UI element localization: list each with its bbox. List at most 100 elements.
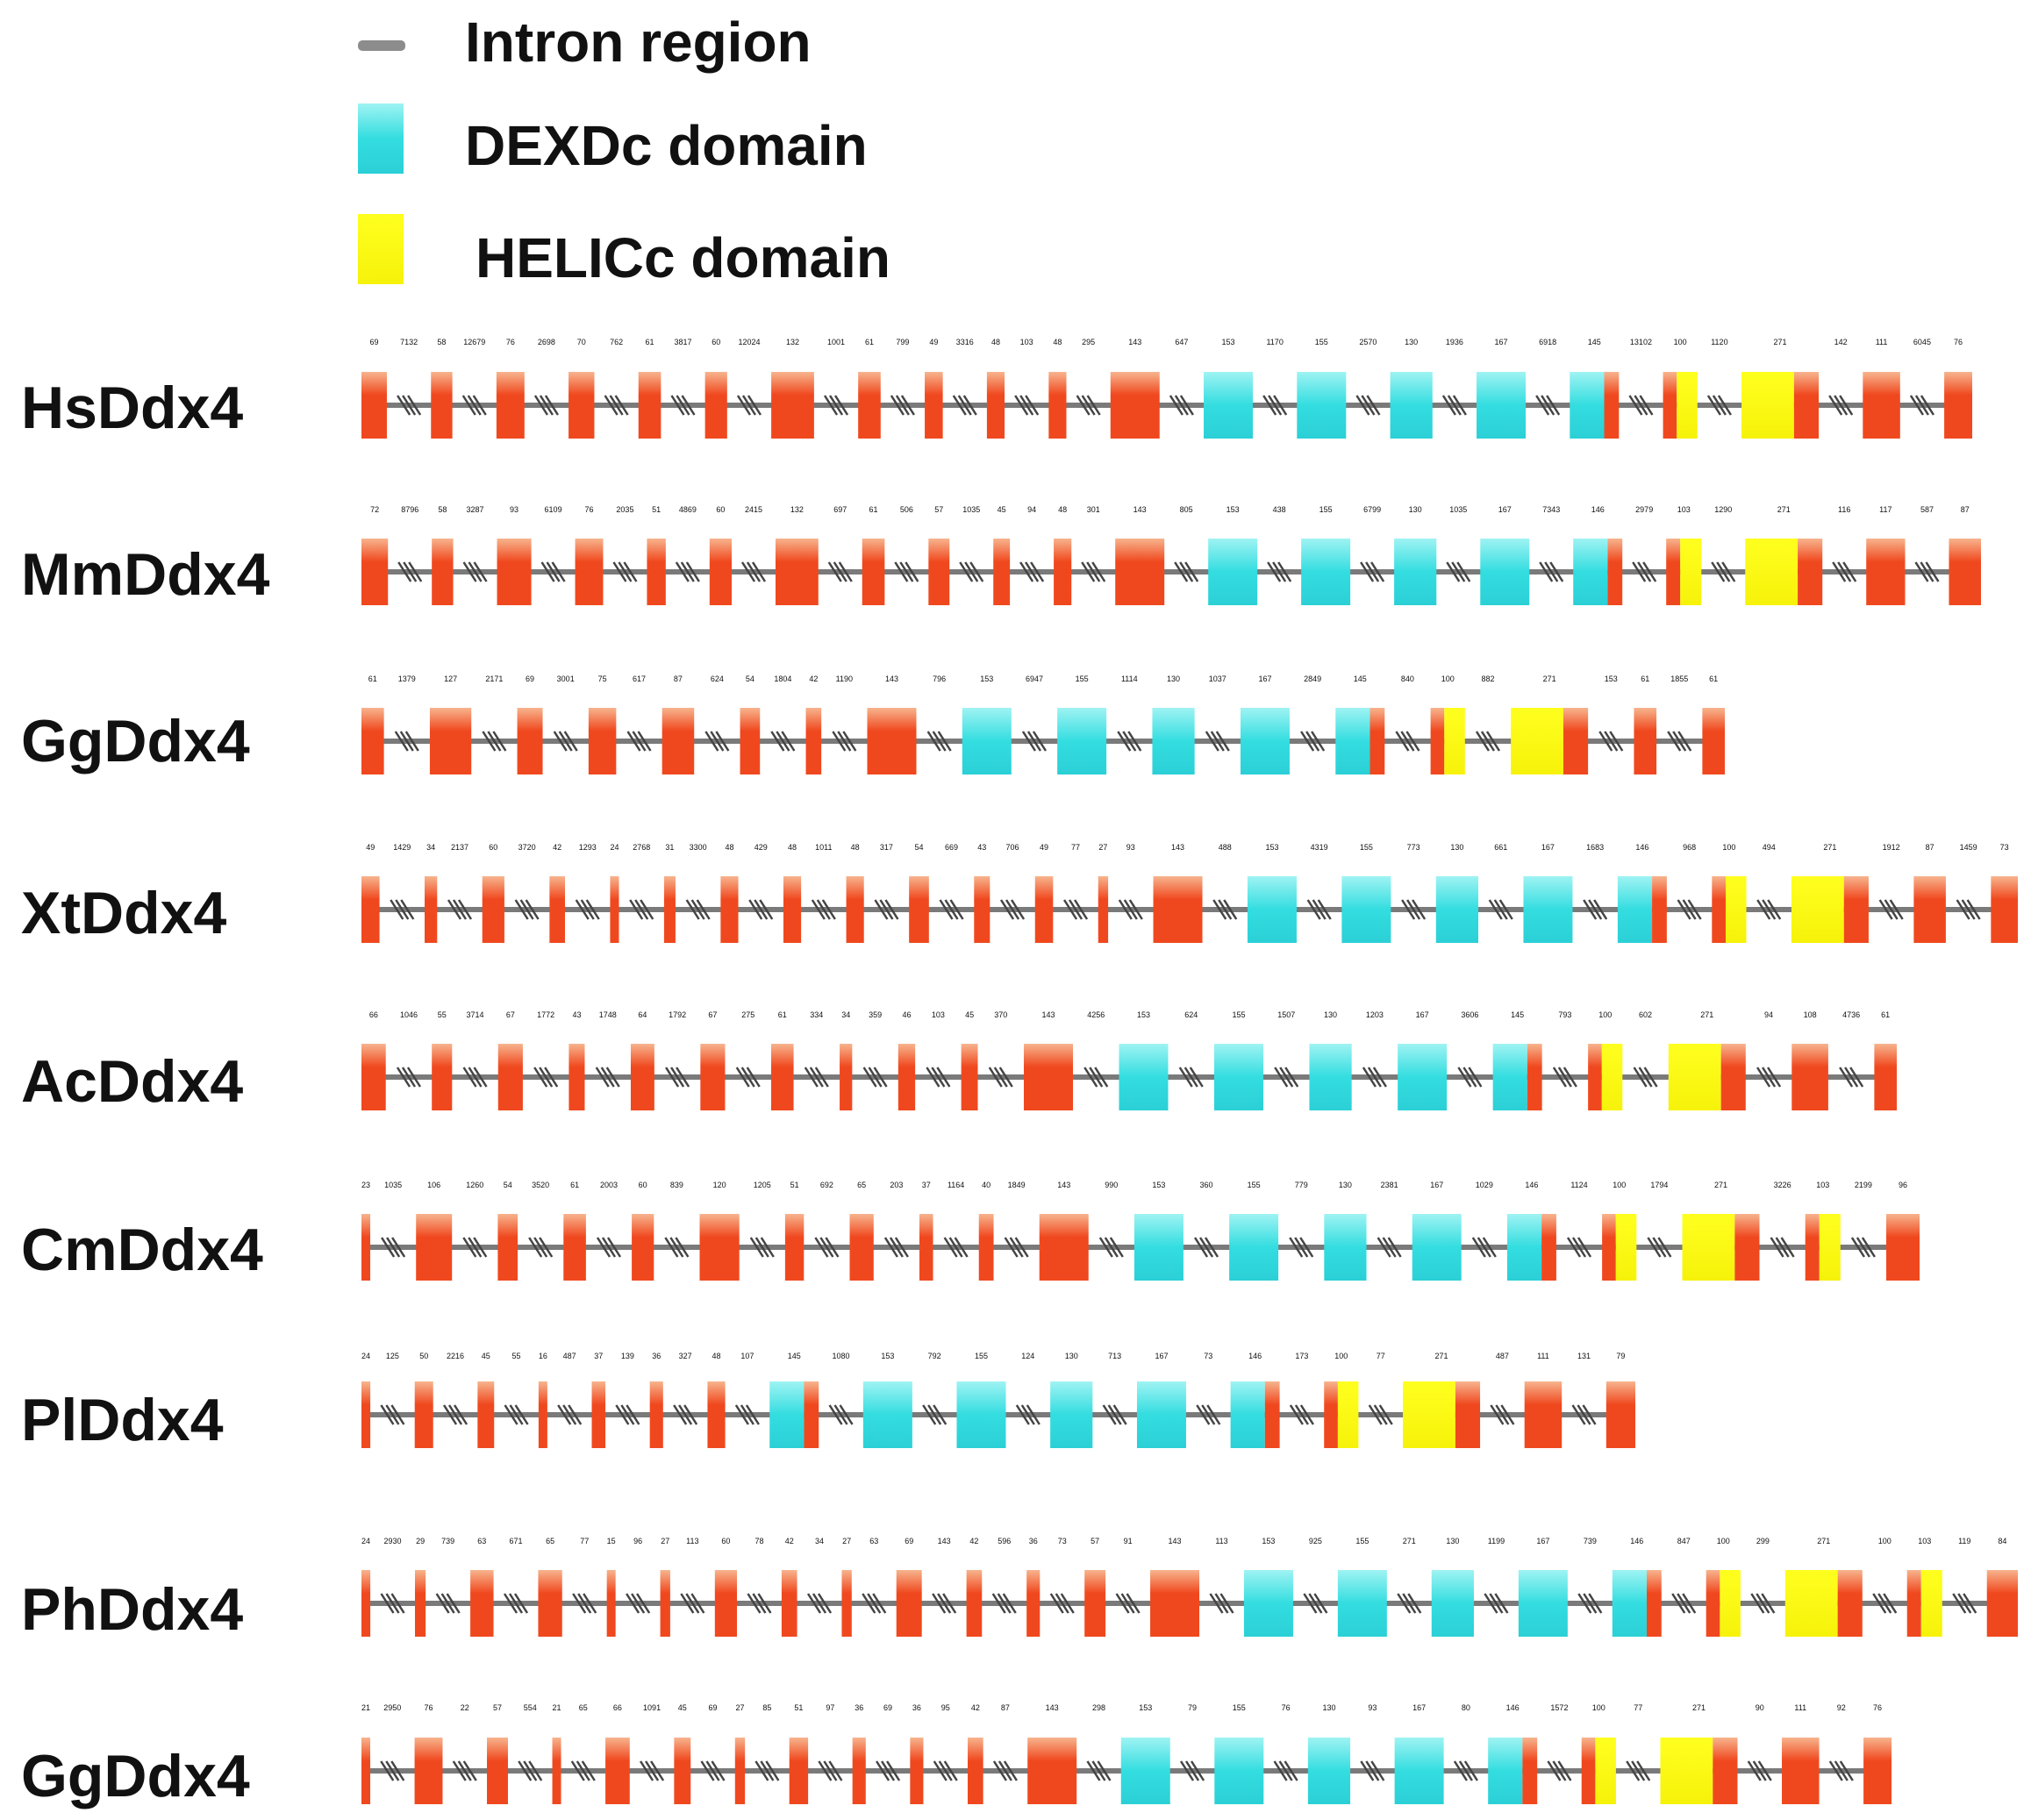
legend-intron: Intron region bbox=[358, 11, 812, 74]
intron-break-mark bbox=[401, 1067, 417, 1088]
intron-break-mark bbox=[408, 561, 423, 582]
intron-length-label: 624 bbox=[711, 674, 724, 683]
exon bbox=[487, 1738, 508, 1804]
intron-break-mark bbox=[1878, 899, 1893, 920]
intron-break-mark bbox=[1267, 561, 1282, 582]
intron-break-mark bbox=[1557, 1760, 1572, 1781]
intron-break-mark bbox=[1834, 1760, 1849, 1781]
exon-part bbox=[1602, 1214, 1616, 1281]
exon bbox=[849, 1214, 874, 1281]
exon-length-label: 27 bbox=[1098, 843, 1107, 852]
exon bbox=[361, 1738, 370, 1804]
intron-break-mark bbox=[1091, 1760, 1106, 1781]
intron-break-mark bbox=[842, 731, 857, 752]
intron-break-mark bbox=[1020, 1404, 1035, 1425]
gene-track-cmddx4: 23 1035 106 1260 54 3520 61 2003 60 839 120 1205 51 6… bbox=[361, 1181, 1920, 1281]
intron-break-mark bbox=[1634, 395, 1648, 416]
gene-track-phddx4: 24 2930 29 739 63 671 65 77 15 96 27 113 60 78 42 34 27 6… bbox=[361, 1537, 2018, 1637]
intron-break-mark bbox=[533, 1237, 548, 1258]
exon bbox=[968, 1738, 983, 1804]
intron-break-mark bbox=[386, 1237, 401, 1258]
exon-length-label: 69 bbox=[905, 1537, 913, 1545]
intron-length-label: 7132 bbox=[400, 338, 418, 346]
intron-break-mark bbox=[665, 1067, 680, 1088]
intron-break-mark bbox=[837, 731, 852, 752]
intron-break-mark bbox=[1204, 1237, 1219, 1258]
intron-break-mark bbox=[544, 1067, 559, 1088]
exon-part bbox=[1455, 1381, 1481, 1448]
intron-length-label: 4319 bbox=[1311, 843, 1328, 852]
intron-break-mark bbox=[1126, 1593, 1141, 1614]
exon bbox=[867, 708, 917, 774]
intron-length-label: 1290 bbox=[1714, 505, 1732, 514]
exon-length-label: 117 bbox=[1879, 505, 1892, 514]
intron-break-mark bbox=[1452, 395, 1467, 416]
exon-length-label: 57 bbox=[493, 1703, 502, 1712]
exon-length-label: 48 bbox=[851, 843, 860, 852]
intron-break-mark bbox=[380, 1593, 395, 1614]
intron-break-mark bbox=[1485, 731, 1501, 752]
intron-length-label: 275 bbox=[741, 1010, 754, 1019]
intron-break-mark bbox=[1019, 395, 1034, 416]
intron-break-mark bbox=[1598, 731, 1613, 752]
exon-dexdc bbox=[956, 1381, 1006, 1448]
intron-break-mark bbox=[823, 395, 839, 416]
intron-break-mark bbox=[1215, 731, 1230, 752]
intron-break-mark bbox=[1546, 395, 1561, 416]
intron-length-label: 1046 bbox=[400, 1010, 418, 1019]
intron-break-mark bbox=[1299, 1404, 1314, 1425]
exon-length-label: 167 bbox=[1495, 338, 1508, 346]
intron-break-mark bbox=[1588, 1593, 1603, 1614]
exon-length-label: 130 bbox=[1065, 1352, 1078, 1360]
intron-break-mark bbox=[952, 395, 967, 416]
exon-length-label: 65 bbox=[546, 1537, 554, 1545]
exon bbox=[1027, 1738, 1077, 1804]
intron-break-mark bbox=[1563, 1067, 1577, 1088]
intron-break-mark bbox=[1471, 1237, 1486, 1258]
intron-length-label: 73 bbox=[1204, 1352, 1212, 1360]
exon bbox=[416, 1214, 453, 1281]
intron-break-mark bbox=[1957, 1593, 1972, 1614]
exon bbox=[1115, 539, 1165, 605]
intron-break-mark bbox=[886, 1760, 901, 1781]
species-label-acddx4: AcDdx4 bbox=[21, 1048, 243, 1115]
intron-break-mark bbox=[705, 1760, 720, 1781]
exon-dexdc bbox=[1412, 1214, 1462, 1281]
exon-length-label: 69 bbox=[526, 674, 534, 683]
intron-length-label: 3287 bbox=[467, 505, 484, 514]
exon-helicc bbox=[1660, 1738, 1713, 1804]
exon-dexdc bbox=[1213, 1044, 1263, 1110]
exon-length-label: 146 bbox=[1630, 1537, 1643, 1545]
exon-length-label: 271 bbox=[1435, 1352, 1448, 1360]
exon bbox=[432, 1044, 453, 1110]
intron-break-mark bbox=[575, 899, 590, 920]
exon bbox=[605, 1738, 630, 1804]
exon-dexdc bbox=[1120, 1738, 1170, 1804]
intron-break-mark bbox=[754, 1760, 769, 1781]
intron-break-mark bbox=[988, 1067, 1003, 1088]
intron-length-label: 1855 bbox=[1670, 674, 1688, 683]
intron-break-mark bbox=[508, 1593, 524, 1614]
exon-length-label: 42 bbox=[969, 1537, 978, 1545]
intron-break-mark bbox=[1005, 899, 1020, 920]
exon-length-label: 167 bbox=[1536, 1537, 1549, 1545]
intron-break-mark bbox=[814, 1237, 829, 1258]
intron-length-label: 69 bbox=[883, 1703, 892, 1712]
intron-break-mark bbox=[397, 395, 411, 416]
intron-break-mark bbox=[626, 1404, 640, 1425]
exon-length-label: 111 bbox=[1794, 1703, 1806, 1712]
exon-length-label: 155 bbox=[1233, 1703, 1246, 1712]
exon-length-label: 155 bbox=[1315, 338, 1328, 346]
intron-break-mark bbox=[1544, 561, 1559, 582]
intron-length-label: 327 bbox=[679, 1352, 692, 1360]
intron-break-mark bbox=[927, 1404, 942, 1425]
exon bbox=[858, 372, 881, 439]
exon bbox=[361, 1570, 371, 1637]
intron-break-mark bbox=[959, 561, 974, 582]
intron-break-mark bbox=[1311, 731, 1326, 752]
intron-length-label: 6918 bbox=[1539, 338, 1556, 346]
intron-break-mark bbox=[894, 1237, 909, 1258]
exon-length-label: 61 bbox=[1881, 1010, 1890, 1019]
exon-length-label: 48 bbox=[1053, 338, 1062, 346]
exon-dexdc bbox=[1477, 372, 1527, 439]
